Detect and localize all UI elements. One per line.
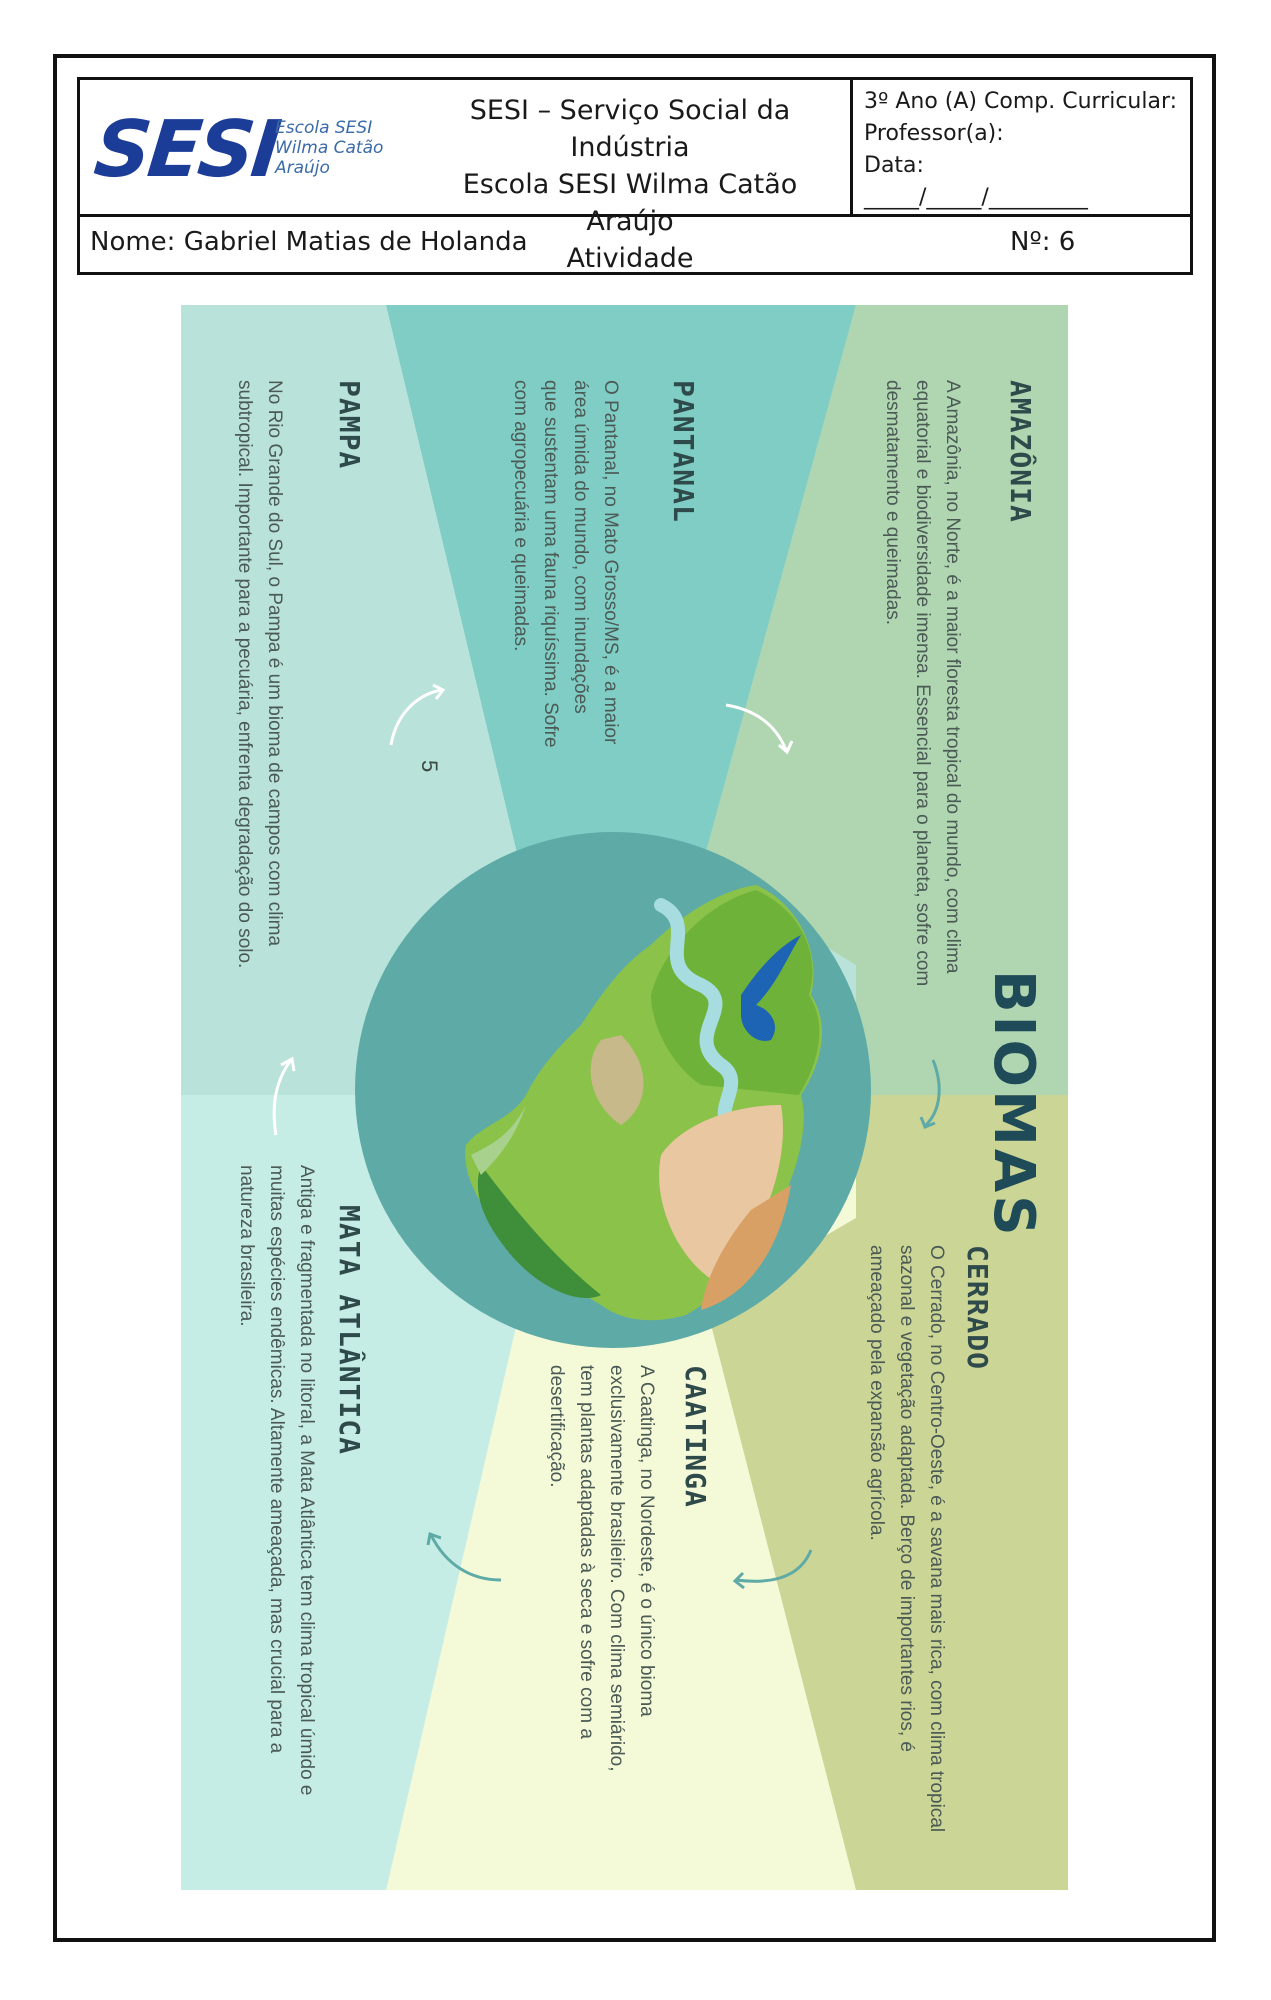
arrow-icon — [778, 740, 794, 755]
arrow-icon — [280, 1056, 296, 1072]
arrow-icon — [432, 683, 446, 700]
caatinga-funnel — [386, 1305, 856, 1890]
logo-sub-line: Wilma Catão — [275, 138, 384, 158]
sesi-logo: SESI Escola SESI Wilma Catão Araújo — [90, 100, 385, 200]
page-frame — [53, 54, 1216, 1942]
macaw-illustration — [741, 935, 801, 1041]
biome-text-amazonia: A Amazônia, no Norte, é a maior floresta… — [882, 380, 963, 987]
logo-mark: SESI — [90, 105, 283, 195]
map-pampa-region — [471, 1105, 526, 1175]
arrow-icon — [389, 688, 442, 746]
grade-field: 3º Ano (A) Comp. Curricular: — [864, 89, 1178, 114]
institution-info: SESI – Serviço Social da Indústria Escol… — [420, 92, 840, 277]
biome-text-pampa: No Rio Grande do Sul, o Pampa é um bioma… — [234, 380, 285, 969]
logo-sub-line: Araújo — [275, 158, 330, 178]
header-name-row: Nome: Gabriel Matias de Holanda Nº: 6 — [80, 217, 1190, 272]
arrow-icon — [919, 1116, 936, 1129]
arrow-icon — [429, 1534, 502, 1582]
cerrado-wedge — [706, 1095, 1068, 1890]
amazonia-wedge — [701, 305, 1068, 1095]
map-cerrado-region — [659, 1105, 783, 1285]
biome-text-cerrado: O Cerrado, no Centro-Oeste, é a savana m… — [866, 1245, 947, 1833]
biome-title-caatinga: CAATINGA — [679, 1365, 712, 1508]
biome-text-pantanal: O Pantanal, no Mato Grosso/MS, é a maior… — [510, 380, 621, 748]
arrow-icon — [272, 1059, 293, 1136]
biome-title-amazonia: AMAZÔNIA — [1004, 380, 1037, 523]
school-line: Escola SESI Wilma Catão Araújo — [462, 169, 798, 237]
map-river — [654, 898, 748, 1142]
date-label: Data: — [864, 153, 924, 178]
institution-line: SESI – Serviço Social da Indústria — [469, 95, 791, 163]
teacher-field: Professor(a): — [864, 121, 1004, 146]
biome-text-mata-atlantica: Antiga e fragmentada no litoral, a Mata … — [236, 1165, 317, 1796]
map-amazon-region — [651, 890, 820, 1095]
header-divider — [850, 80, 853, 217]
header-top-row: SESI Escola SESI Wilma Catão Araújo SESI… — [80, 80, 1190, 274]
class-info: 3º Ano (A) Comp. Curricular: Professor(a… — [864, 86, 1194, 214]
student-number: Nº: 6 — [1010, 227, 1076, 257]
student-name: Nome: Gabriel Matias de Holanda — [90, 227, 528, 257]
header-table: SESI Escola SESI Wilma Catão Araújo SESI… — [77, 77, 1193, 275]
biome-title-pantanal: PANTANAL — [667, 380, 700, 523]
map-caatinga-region — [701, 1185, 791, 1310]
map-atlantic-region — [477, 1165, 601, 1299]
biome-title-mata-atlantica: MATA ATLÂNTICA — [333, 1205, 366, 1456]
arrow-icon — [426, 1531, 442, 1546]
pampa-wedge — [181, 305, 521, 1095]
activity-line: Atividade — [566, 243, 694, 274]
poster-title: BIOMAS — [981, 970, 1046, 1239]
biome-title-cerrado: CERRADO — [961, 1245, 994, 1371]
arrow-icon — [924, 1059, 941, 1127]
biome-text-caatinga: A Caatinga, no Nordeste, é o único bioma… — [546, 1365, 657, 1772]
page-number: 5 — [417, 760, 442, 773]
pantanal-funnel — [386, 305, 856, 870]
date-blank: _____/_____/_________ — [864, 185, 1088, 210]
mata-wedge — [181, 1095, 521, 1890]
biome-title-pampa: PAMPA — [333, 380, 366, 470]
logo-sub-line: Escola SESI — [275, 118, 373, 138]
poster-background — [181, 305, 1068, 1890]
biomes-poster: BIOMAS AMAZÔNIA A Amazônia, no Norte, é … — [181, 305, 1068, 1890]
arrow-icon — [725, 703, 788, 751]
arrow-icon — [732, 1571, 745, 1590]
map-pantanal-region — [590, 1035, 644, 1125]
arrow-icon — [735, 1549, 813, 1583]
logo-subtitle: Escola SESI Wilma Catão Araújo — [275, 118, 395, 178]
